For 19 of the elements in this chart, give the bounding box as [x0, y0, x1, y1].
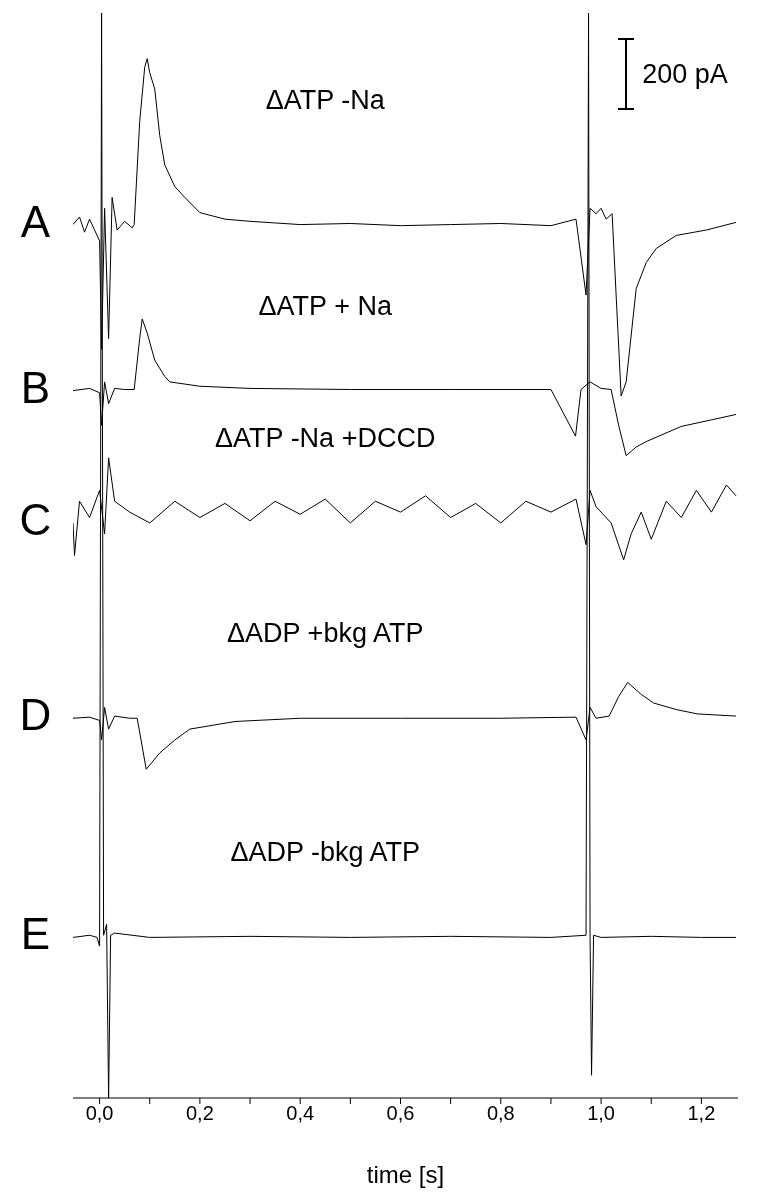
annotation: ΔATP -Na	[264, 84, 386, 116]
x-tick-label: 0,8	[486, 1102, 515, 1125]
annotation: 200 pA	[642, 58, 728, 90]
annotation: ΔADP +bkg ATP	[226, 618, 425, 650]
x-tick-label: 0,4	[286, 1102, 315, 1125]
x-tick-label: 0,2	[185, 1102, 214, 1125]
series-label: C	[18, 494, 53, 545]
annotation: ΔATP + Na	[257, 290, 393, 322]
series-label: D	[18, 690, 53, 741]
series-label: E	[19, 909, 52, 960]
x-tick-label: 0,6	[386, 1102, 415, 1125]
annotation: ΔATP -Na +DCCD	[214, 422, 437, 454]
x-axis-title: time [s]	[366, 1161, 445, 1188]
series-label: B	[19, 362, 52, 413]
x-tick-label: 1,0	[587, 1102, 615, 1125]
series-label: A	[19, 196, 52, 247]
x-tick-label: 0,0	[85, 1102, 114, 1125]
x-tick-label: 1,2	[687, 1102, 716, 1125]
annotation: ΔADP -bkg ATP	[229, 837, 422, 869]
